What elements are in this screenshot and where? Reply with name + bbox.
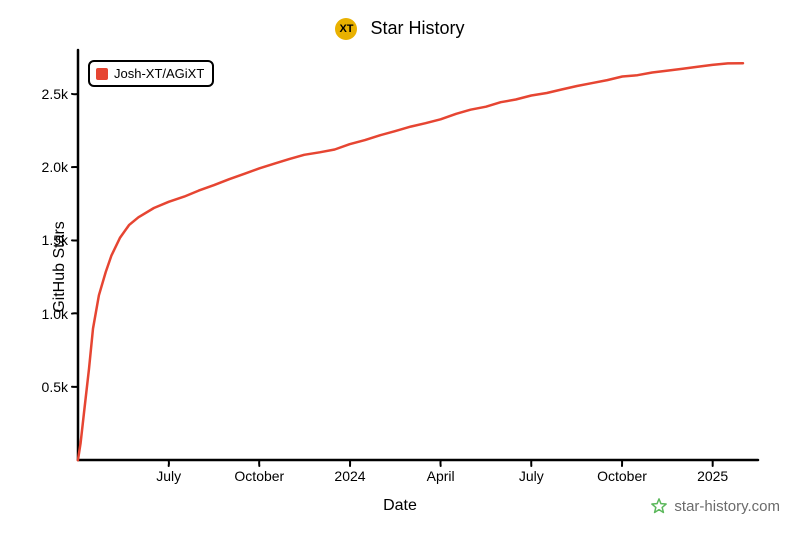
attribution-text: star-history.com xyxy=(674,498,780,515)
legend-label: Josh-XT/AGiXT xyxy=(114,66,204,81)
x-tick-label: 2025 xyxy=(697,460,728,484)
y-tick-label: 2.5k xyxy=(42,86,78,102)
chart-title-text: Star History xyxy=(370,18,464,38)
x-tick-label: April xyxy=(427,460,455,484)
x-tick-label: July xyxy=(519,460,544,484)
chart-title: XT Star History xyxy=(0,18,800,40)
chart-legend: Josh-XT/AGiXT xyxy=(88,60,214,87)
y-tick-label: 0.5k xyxy=(42,379,78,395)
data-line xyxy=(78,63,743,460)
x-tick-label: 2024 xyxy=(334,460,365,484)
y-tick-label: 1.5k xyxy=(42,232,78,248)
brand-badge: XT xyxy=(335,18,357,40)
x-tick-label: October xyxy=(234,460,284,484)
x-tick-label: October xyxy=(597,460,647,484)
y-tick-label: 2.0k xyxy=(42,159,78,175)
y-tick-label: 1.0k xyxy=(42,306,78,322)
chart-plot-area: Josh-XT/AGiXT 0.5k1.0k1.5k2.0k2.5kJulyOc… xyxy=(78,50,758,460)
attribution: star-history.com xyxy=(650,497,780,515)
x-tick-label: July xyxy=(156,460,181,484)
star-icon xyxy=(650,497,668,515)
legend-swatch xyxy=(96,68,108,80)
